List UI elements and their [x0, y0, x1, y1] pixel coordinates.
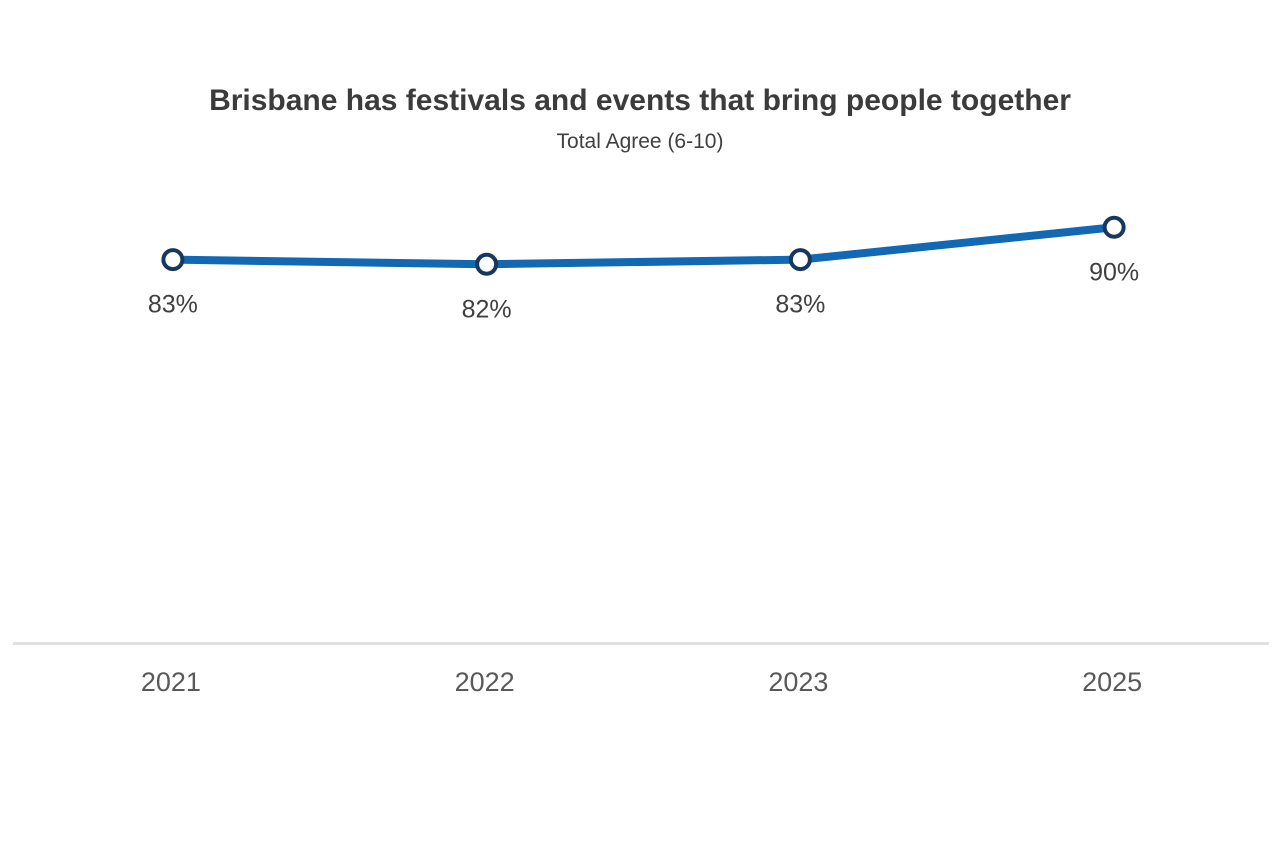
data-point-2025[interactable] — [1102, 215, 1126, 239]
data-label-2021: 83% — [148, 291, 198, 319]
x-axis-label-2023: 2023 — [768, 667, 828, 697]
x-axis-label-2025: 2025 — [1082, 667, 1142, 697]
x-axis-label-2022: 2022 — [455, 667, 515, 697]
data-label-2025: 90% — [1089, 258, 1139, 286]
data-point-2022[interactable] — [475, 252, 499, 276]
data-point-2023[interactable] — [788, 248, 812, 272]
chart-title: Brisbane has festivals and events that b… — [209, 84, 1071, 117]
x-axis-label-2021: 2021 — [141, 667, 201, 697]
data-label-2022: 82% — [462, 295, 512, 323]
data-point-2021[interactable] — [161, 248, 185, 272]
series-line — [168, 223, 1119, 269]
data-label-2023: 83% — [775, 291, 825, 319]
chart-subtitle: Total Agree (6-10) — [556, 130, 724, 153]
